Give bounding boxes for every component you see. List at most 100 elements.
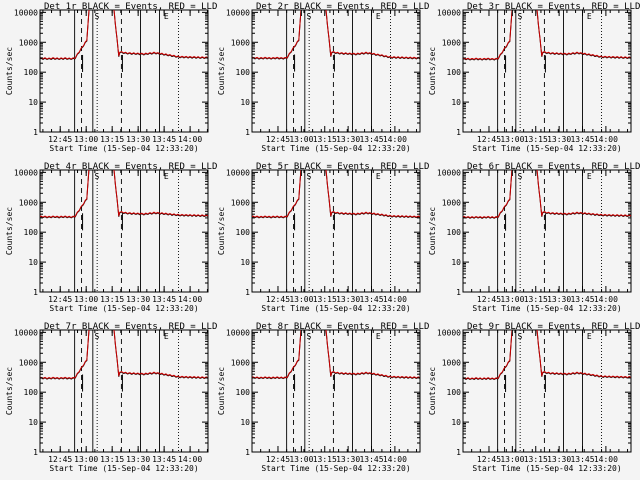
y-tick-label: 100 <box>236 68 251 77</box>
y-tick-label: 10000 <box>437 8 461 17</box>
marker-label-end: E <box>376 172 381 181</box>
x-tick-label: 13:00 <box>289 135 313 144</box>
marker-label-start: S <box>518 172 523 181</box>
x-tick-label: 13:30 <box>336 295 360 304</box>
x-tick-label: 14:00 <box>178 455 202 464</box>
panel-title: Det 4r BLACK = Events, RED = LLD <box>44 162 217 172</box>
series-lld <box>40 330 208 380</box>
y-tick-label: 100 <box>24 68 39 77</box>
y-axis-label: Counts/sec <box>217 207 226 255</box>
y-tick-label: 10000 <box>226 328 250 337</box>
x-tick-label: 12:45 <box>266 135 290 144</box>
x-tick-label: 13:30 <box>336 455 360 464</box>
series-lld <box>463 10 631 61</box>
y-tick-label: 1 <box>245 128 250 137</box>
marker-label-start: S <box>307 332 312 341</box>
x-tick-label: 13:30 <box>547 455 571 464</box>
marker-label-start: S <box>518 332 523 341</box>
y-tick-label: 10000 <box>226 168 250 177</box>
x-tick-label: 13:00 <box>74 135 98 144</box>
marker-label-end: E <box>164 332 169 341</box>
plot-frame <box>462 9 632 133</box>
y-axis-label: Counts/sec <box>217 367 226 415</box>
marker-label-end: E <box>164 12 169 21</box>
plot-frame <box>39 329 209 453</box>
x-tick-label: 14:00 <box>383 135 407 144</box>
x-tick-label: 13:00 <box>500 295 524 304</box>
x-tick-label: 12:45 <box>477 135 501 144</box>
y-tick-label: 100 <box>24 388 39 397</box>
x-tick-label: 12:45 <box>48 295 72 304</box>
y-tick-label: 1 <box>456 448 461 457</box>
x-tick-label: 14:00 <box>178 295 202 304</box>
x-tick-label: 13:00 <box>289 295 313 304</box>
plot-area <box>252 330 420 452</box>
panel-title: Det 7r BLACK = Events, RED = LLD <box>44 322 217 332</box>
y-axis-label: Counts/sec <box>217 47 226 95</box>
y-tick-label: 100 <box>447 388 462 397</box>
x-axis-label: Start Time (15-Sep-04 12:33:20) <box>472 144 621 153</box>
x-tick-label: 13:45 <box>570 455 594 464</box>
y-tick-label: 1 <box>456 288 461 297</box>
y-axis-label: Counts/sec <box>428 207 437 255</box>
x-tick-label: 12:45 <box>48 135 72 144</box>
marker-label-start: S <box>307 12 312 21</box>
y-tick-label: 1 <box>245 448 250 457</box>
panel-title: Det 8r BLACK = Events, RED = LLD <box>256 322 429 332</box>
panel-title: Det 6r BLACK = Events, RED = LLD <box>467 162 640 172</box>
y-tick-label: 10 <box>240 418 250 427</box>
y-tick-label: 10 <box>451 98 461 107</box>
plot-frame <box>251 9 421 133</box>
x-tick-label: 13:15 <box>524 135 548 144</box>
marker-label-start: S <box>518 12 523 21</box>
plot-area <box>463 170 631 292</box>
x-tick-label: 13:30 <box>547 135 571 144</box>
series-lld <box>40 10 208 60</box>
x-tick-label: 13:00 <box>74 455 98 464</box>
x-tick-label: 12:45 <box>266 295 290 304</box>
y-tick-label: 10 <box>28 258 38 267</box>
y-tick-label: 10 <box>451 418 461 427</box>
x-tick-label: 12:45 <box>477 295 501 304</box>
x-tick-label: 13:45 <box>359 455 383 464</box>
x-tick-label: 14:00 <box>178 135 202 144</box>
y-tick-label: 1000 <box>231 198 250 207</box>
y-tick-label: 1 <box>33 448 38 457</box>
plot-frame <box>462 169 632 293</box>
panel-title: Det 1r BLACK = Events, RED = LLD <box>44 2 217 12</box>
x-tick-label: 14:00 <box>594 135 618 144</box>
y-axis-label: Counts/sec <box>5 367 14 415</box>
marker-label-end: E <box>376 332 381 341</box>
x-tick-label: 13:30 <box>547 295 571 304</box>
y-axis-label: Counts/sec <box>428 367 437 415</box>
plot-frame <box>251 169 421 293</box>
y-tick-label: 1000 <box>19 38 38 47</box>
x-tick-label: 13:00 <box>500 455 524 464</box>
y-tick-label: 100 <box>447 228 462 237</box>
marker-label-end: E <box>587 172 592 181</box>
x-tick-label: 13:00 <box>74 295 98 304</box>
x-tick-label: 13:15 <box>313 135 337 144</box>
marker-label-end: E <box>587 12 592 21</box>
y-tick-label: 1 <box>33 128 38 137</box>
x-tick-label: 13:45 <box>152 455 176 464</box>
marker-label-end: E <box>587 332 592 341</box>
y-axis-label: Counts/sec <box>428 47 437 95</box>
x-tick-label: 13:00 <box>500 135 524 144</box>
plot-area <box>40 170 208 292</box>
series-lld <box>252 10 420 60</box>
x-axis-label: Start Time (15-Sep-04 12:33:20) <box>49 144 198 153</box>
y-tick-label: 100 <box>236 228 251 237</box>
plot-area <box>252 170 420 292</box>
x-tick-label: 12:45 <box>477 455 501 464</box>
y-tick-label: 1 <box>245 288 250 297</box>
x-tick-label: 13:15 <box>100 295 124 304</box>
x-tick-label: 13:15 <box>313 295 337 304</box>
y-tick-label: 1000 <box>19 198 38 207</box>
y-axis-label: Counts/sec <box>5 47 14 95</box>
